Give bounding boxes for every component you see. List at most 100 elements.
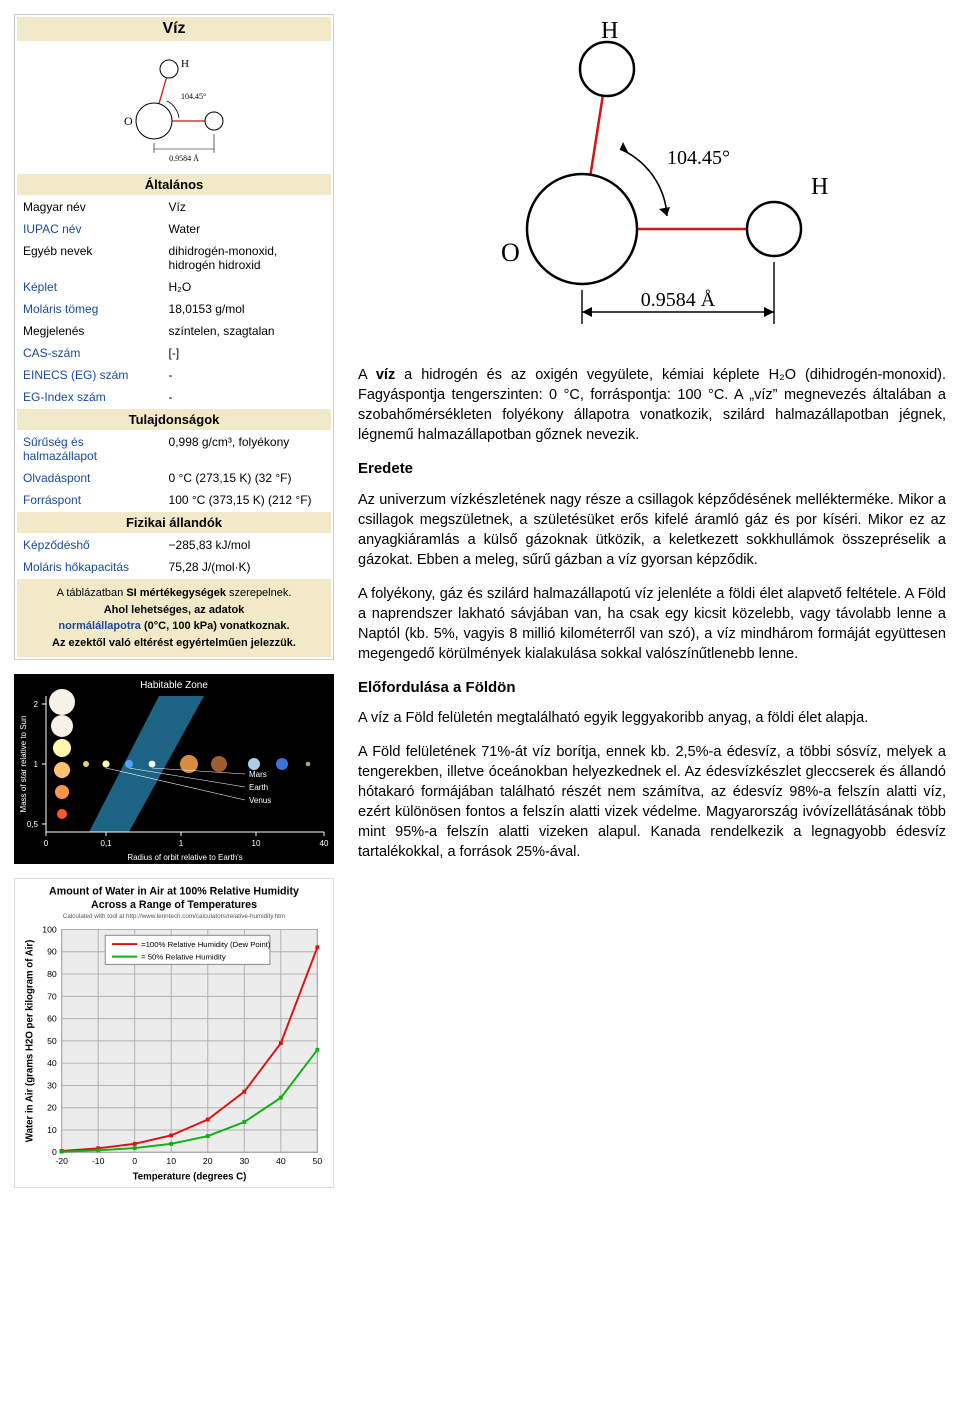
infobox-footer: A táblázatban SI mértékegységek szerepel… [17, 579, 331, 657]
svg-text:80: 80 [47, 969, 57, 979]
infobox-key: Megjelenés [17, 321, 161, 341]
infobox-key[interactable]: Olvadáspont [17, 468, 161, 488]
svg-text:Calculated with tool at http:/: Calculated with tool at http://www.lennt… [63, 913, 285, 920]
lead-paragraph: A víz a hidrogén és az oxigén vegyülete,… [358, 365, 946, 445]
svg-text:O: O [501, 238, 520, 267]
infobox-value: 100 °C (373,15 K) (212 °F) [163, 490, 331, 510]
infobox-row: Forráspont100 °C (373,15 K) (212 °F) [17, 490, 331, 510]
infobox-sec-props: Tulajdonságok [17, 409, 331, 430]
infobox-key: Magyar név [17, 197, 161, 217]
footer-text: szerepelnek. [226, 587, 291, 599]
svg-text:H: H [181, 58, 189, 70]
infobox-row: IUPAC névWater [17, 219, 331, 239]
svg-text:-20: -20 [55, 1156, 68, 1166]
svg-text:Across a Range of Temperatures: Across a Range of Temperatures [91, 899, 257, 911]
svg-text:Radius of orbit relative to Ea: Radius of orbit relative to Earth's [127, 853, 242, 862]
svg-text:0,1: 0,1 [100, 839, 112, 848]
svg-text:Mass of star relative to Sun: Mass of star relative to Sun [19, 716, 28, 813]
svg-text:60: 60 [47, 1014, 57, 1024]
infobox-value: - [163, 387, 331, 407]
svg-text:= 50% Relative Humidity: = 50% Relative Humidity [141, 953, 226, 962]
svg-text:0: 0 [44, 839, 49, 848]
infobox: Víz 104.45° 0.9584 Å H O Általános Magyar n… [14, 14, 334, 660]
svg-text:0: 0 [52, 1147, 57, 1157]
infobox-row: EG-Index szám- [17, 387, 331, 407]
article-body: A víz a hidrogén és az oxigén vegyülete,… [358, 365, 946, 862]
svg-text:104.45°: 104.45° [181, 92, 206, 101]
footer-link[interactable]: normálállapotra [58, 620, 141, 632]
infobox-key[interactable]: EINECS (EG) szám [17, 365, 161, 385]
infobox-key[interactable]: Moláris tömeg [17, 299, 161, 319]
infobox-row: Sűrűség és halmazállapot0,998 g/cm³, fol… [17, 432, 331, 466]
svg-text:Mars: Mars [249, 770, 267, 779]
svg-text:Temperature (degrees C): Temperature (degrees C) [133, 1171, 247, 1182]
svg-text:O: O [124, 114, 133, 128]
svg-text:50: 50 [313, 1156, 323, 1166]
svg-text:30: 30 [239, 1156, 249, 1166]
infobox-value: 0,998 g/cm³, folyékony [163, 432, 331, 466]
svg-text:Amount of Water in Air at 100%: Amount of Water in Air at 100% Relative … [49, 886, 299, 898]
svg-text:100: 100 [42, 924, 57, 934]
infobox-value: 18,0153 g/mol [163, 299, 331, 319]
infobox-value: színtelen, szagtalan [163, 321, 331, 341]
infobox-value: - [163, 365, 331, 385]
humidity-svg: Amount of Water in Air at 100% Relative … [19, 883, 329, 1183]
svg-text:70: 70 [47, 991, 57, 1001]
svg-text:104.45°: 104.45° [667, 147, 730, 169]
infobox-small-diagram: 104.45° 0.9584 Å H O [17, 43, 331, 172]
infobox-row: Moláris tömeg18,0153 g/mol [17, 299, 331, 319]
infobox-key[interactable]: Képződéshő [17, 535, 161, 555]
infobox-row: Olvadáspont0 °C (273,15 K) (32 °F) [17, 468, 331, 488]
infobox-row: EINECS (EG) szám- [17, 365, 331, 385]
infobox-key[interactable]: Forráspont [17, 490, 161, 510]
infobox-sec-general: Általános [17, 174, 331, 195]
svg-text:10: 10 [166, 1156, 176, 1166]
svg-text:10: 10 [252, 839, 261, 848]
infobox-row: Magyar névVíz [17, 197, 331, 217]
svg-text:30: 30 [47, 1080, 57, 1090]
svg-text:Earth: Earth [249, 783, 268, 792]
infobox-key[interactable]: Moláris hőkapacitás [17, 557, 161, 577]
footer-bold: SI mértékegységek [126, 587, 226, 599]
molecule-big-diagram: 104.45°0.9584 ÅHHO [358, 14, 946, 347]
infobox-key: Egyéb nevek [17, 241, 161, 275]
infobox-value: 75,28 J/(mol·K) [163, 557, 331, 577]
heading-earth: Előfordulása a Földön [358, 678, 946, 699]
svg-text:0.9584 Å: 0.9584 Å [169, 154, 199, 161]
paragraph: A Föld felületének 71%-át víz borítja, e… [358, 742, 946, 862]
infobox-key[interactable]: EG-Index szám [17, 387, 161, 407]
svg-text:40: 40 [276, 1156, 286, 1166]
footer-bold: Ahol lehetséges, az adatok [104, 604, 245, 616]
svg-text:Venus: Venus [249, 796, 271, 805]
svg-text:0,5: 0,5 [27, 820, 39, 829]
paragraph: A folyékony, gáz és szilárd halmazállapo… [358, 584, 946, 664]
infobox-key[interactable]: Sűrűség és halmazállapot [17, 432, 161, 466]
infobox-value: H₂O [163, 277, 331, 297]
svg-text:H: H [811, 174, 828, 200]
paragraph: A víz a Föld felületén megtalálható egyi… [358, 708, 946, 728]
infobox-value: dihidrogén-monoxid, hidrogén hidroxid [163, 241, 331, 275]
svg-text:0: 0 [132, 1156, 137, 1166]
infobox-value: [-] [163, 343, 331, 363]
svg-text:1: 1 [34, 760, 39, 769]
heading-origin: Eredete [358, 459, 946, 480]
infobox-row: Moláris hőkapacitás75,28 J/(mol·K) [17, 557, 331, 577]
infobox-row: Megjelenésszíntelen, szagtalan [17, 321, 331, 341]
infobox-key[interactable]: IUPAC név [17, 219, 161, 239]
svg-text:40: 40 [320, 839, 329, 848]
humidity-chart: Amount of Water in Air at 100% Relative … [14, 878, 334, 1188]
infobox-row: CAS-szám[-] [17, 343, 331, 363]
infobox-value: Víz [163, 197, 331, 217]
svg-text:2: 2 [34, 700, 39, 709]
infobox-key[interactable]: Képlet [17, 277, 161, 297]
molecule-small-svg: 104.45° 0.9584 Å H O [109, 51, 239, 161]
infobox-row: Képződéshő−285,83 kJ/mol [17, 535, 331, 555]
infobox-row: KépletH₂O [17, 277, 331, 297]
svg-text:-10: -10 [92, 1156, 105, 1166]
infobox-key[interactable]: CAS-szám [17, 343, 161, 363]
footer-text: A táblázatban [57, 587, 127, 599]
svg-text:=100% Relative Humidity (Dew P: =100% Relative Humidity (Dew Point) [141, 940, 271, 949]
infobox-value: −285,83 kJ/mol [163, 535, 331, 555]
svg-text:0.9584 Å: 0.9584 Å [641, 289, 716, 311]
infobox-title: Víz [17, 17, 331, 41]
